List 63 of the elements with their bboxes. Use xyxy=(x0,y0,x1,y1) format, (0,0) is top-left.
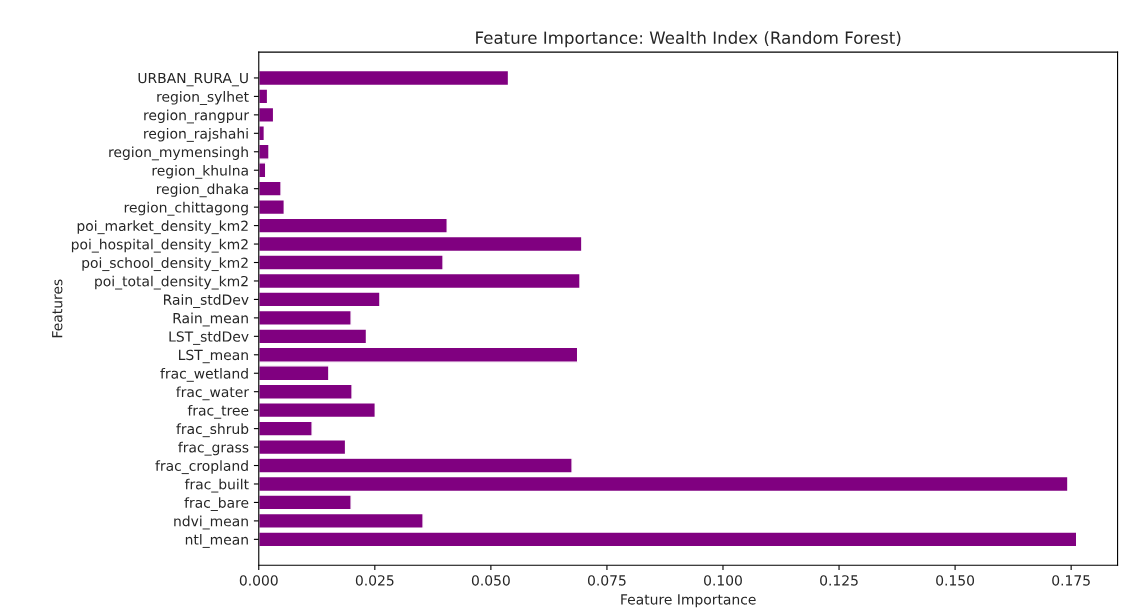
bar xyxy=(258,383,353,400)
y-axis-title: Features xyxy=(52,279,63,338)
bar xyxy=(258,291,381,308)
x-axis-title: Feature Importance xyxy=(621,594,756,608)
y-tick-label: frac_tree xyxy=(187,404,249,419)
y-tick-label: region_mymensingh xyxy=(109,146,248,161)
bar xyxy=(258,346,579,363)
bar xyxy=(258,254,444,271)
y-tick-label: frac_cropland xyxy=(155,460,248,475)
y-tick-label: poi_total_density_km2 xyxy=(95,275,248,290)
y-tick-label: region_rajshahi xyxy=(144,128,248,142)
y-tick-label: frac_wetland xyxy=(160,367,248,382)
bar xyxy=(258,217,448,234)
chart-title: Feature Importance: Wealth Index (Random Forest) xyxy=(476,31,901,48)
x-tick-label: 0.125 xyxy=(820,575,858,586)
bar xyxy=(258,125,266,142)
x-tick-label: 0.175 xyxy=(1052,575,1090,586)
x-tick-label: 0.000 xyxy=(239,575,278,586)
bar xyxy=(258,235,583,253)
y-tick-label: poi_hospital_density_km2 xyxy=(71,238,248,253)
x-tick-label: 0.025 xyxy=(355,575,394,586)
bar xyxy=(258,272,581,290)
bar xyxy=(258,328,368,345)
bar xyxy=(258,494,352,511)
bar xyxy=(258,438,347,456)
bar xyxy=(258,143,270,160)
y-tick-label: Rain_stdDev xyxy=(164,294,249,308)
y-tick-label: region_sylhet xyxy=(157,91,249,105)
x-tick-label: 0.075 xyxy=(587,575,626,586)
y-tick-label: region_dhaka xyxy=(157,183,248,198)
x-tick-label: 0.150 xyxy=(936,575,975,586)
y-tick-label: frac_bare xyxy=(184,497,249,511)
y-tick-label: ntl_mean xyxy=(185,534,248,548)
bar xyxy=(258,512,424,529)
bar xyxy=(258,457,573,474)
bar xyxy=(258,106,275,123)
y-tick-label: region_khulna xyxy=(152,164,248,179)
bar xyxy=(258,199,285,216)
bar xyxy=(258,531,1078,548)
bar xyxy=(258,475,1069,493)
bar xyxy=(258,309,352,326)
bar xyxy=(258,420,313,437)
bar xyxy=(258,69,510,87)
bar xyxy=(258,88,269,105)
y-tick-label: region_chittagong xyxy=(124,201,248,216)
y-tick-label: poi_market_density_km2 xyxy=(77,220,248,235)
y-tick-label: LST_stdDev xyxy=(169,331,249,345)
y-tick-label: region_rangpur xyxy=(144,109,250,124)
x-tick-label: 0.100 xyxy=(704,575,742,586)
bar xyxy=(258,365,330,382)
y-tick-label: frac_grass xyxy=(178,441,249,456)
y-tick-label: URBAN_RURA_U xyxy=(138,72,248,87)
y-tick-label: frac_built xyxy=(184,478,249,493)
y-tick-label: Rain_mean xyxy=(173,312,248,327)
y-tick-label: frac_shrub xyxy=(176,423,249,438)
bar xyxy=(258,162,267,179)
y-tick-label: poi_school_density_km2 xyxy=(82,257,248,272)
x-tick-label: 0.050 xyxy=(471,575,510,586)
bar xyxy=(258,180,282,197)
y-tick-label: ndvi_mean xyxy=(174,515,248,530)
y-tick-label: frac_water xyxy=(176,386,250,401)
y-tick-label: LST_mean xyxy=(179,349,248,364)
bar xyxy=(258,402,376,419)
